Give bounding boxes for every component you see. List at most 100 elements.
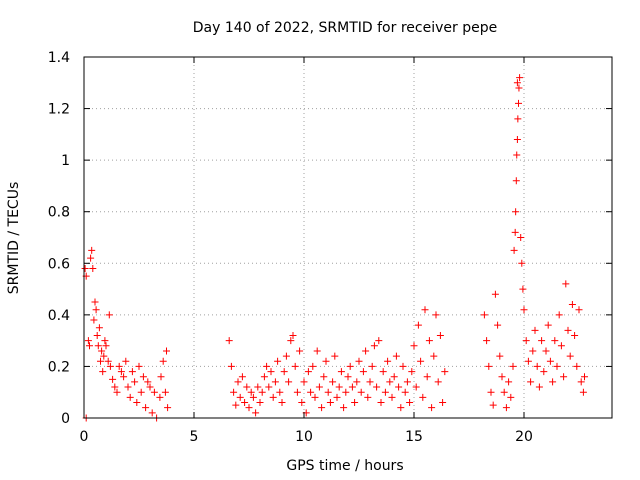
data-point xyxy=(406,399,414,407)
data-point xyxy=(401,388,409,396)
data-point xyxy=(542,347,550,355)
data-point xyxy=(496,352,504,360)
data-point xyxy=(148,409,156,417)
data-point xyxy=(507,393,515,401)
data-point xyxy=(480,311,488,319)
data-point xyxy=(245,404,253,412)
data-point xyxy=(544,321,552,329)
data-point xyxy=(322,357,330,365)
data-point xyxy=(515,84,523,92)
data-point xyxy=(335,383,343,391)
data-point xyxy=(421,306,429,314)
data-point xyxy=(87,254,95,262)
data-point xyxy=(419,393,427,401)
data-point xyxy=(520,306,528,314)
data-point xyxy=(135,362,143,370)
data-point xyxy=(117,368,125,376)
x-tick-label: 0 xyxy=(80,429,89,445)
x-tick-label: 15 xyxy=(405,429,423,445)
data-point xyxy=(515,99,522,107)
data-point xyxy=(432,311,440,319)
data-point xyxy=(291,362,299,370)
data-point xyxy=(439,399,447,407)
data-point xyxy=(571,331,579,339)
data-point xyxy=(494,321,502,329)
data-point xyxy=(553,362,561,370)
data-point xyxy=(346,362,354,370)
data-point xyxy=(164,404,172,412)
data-point xyxy=(227,362,235,370)
data-point xyxy=(271,378,279,386)
data-point xyxy=(395,383,403,391)
data-point xyxy=(557,342,565,350)
data-point xyxy=(581,373,588,381)
data-point xyxy=(408,368,416,376)
data-point xyxy=(353,378,361,386)
data-point xyxy=(512,177,520,185)
data-point xyxy=(111,383,119,391)
data-point xyxy=(254,383,262,391)
data-point xyxy=(81,264,89,272)
data-point xyxy=(344,373,352,381)
y-tick-label: 1 xyxy=(61,153,70,169)
data-point xyxy=(276,388,284,396)
data-point xyxy=(156,393,164,401)
data-point xyxy=(133,399,141,407)
data-point xyxy=(540,368,548,376)
data-point xyxy=(568,301,576,309)
data-point xyxy=(115,362,123,370)
data-point xyxy=(348,383,356,391)
data-point xyxy=(289,331,297,339)
data-point xyxy=(265,383,273,391)
data-point xyxy=(120,373,128,381)
data-point xyxy=(566,352,574,360)
data-point xyxy=(287,337,295,345)
data-point xyxy=(278,399,286,407)
x-tick-label: 20 xyxy=(515,429,533,445)
data-point xyxy=(575,306,583,314)
y-tick-label: 0.6 xyxy=(48,256,70,272)
data-point xyxy=(150,388,158,396)
data-points xyxy=(81,74,588,422)
data-point xyxy=(522,337,530,345)
plot-frame xyxy=(83,56,613,419)
y-tick-label: 1.4 xyxy=(48,50,70,66)
data-point xyxy=(128,368,136,376)
data-point xyxy=(412,383,420,391)
data-point xyxy=(366,378,374,386)
data-point xyxy=(355,357,363,365)
data-point xyxy=(390,373,398,381)
data-point xyxy=(236,393,244,401)
data-point xyxy=(249,393,257,401)
data-point xyxy=(238,373,246,381)
data-point xyxy=(320,373,328,381)
data-point xyxy=(414,321,422,329)
data-point xyxy=(364,393,372,401)
data-point xyxy=(511,228,519,236)
data-point xyxy=(564,326,572,334)
data-point xyxy=(373,383,381,391)
data-point xyxy=(505,378,513,386)
chart-title: Day 140 of 2022, SRMTID for receiver pep… xyxy=(193,20,497,36)
data-point xyxy=(397,404,405,412)
data-point xyxy=(260,373,268,381)
data-point xyxy=(579,388,587,396)
y-tick-label: 0 xyxy=(61,411,70,427)
data-point xyxy=(487,388,495,396)
data-point xyxy=(90,316,98,324)
data-point xyxy=(101,337,109,345)
data-point xyxy=(144,378,152,386)
data-point xyxy=(293,388,301,396)
grid xyxy=(83,56,612,419)
data-point xyxy=(512,208,520,216)
data-point xyxy=(485,362,493,370)
data-point xyxy=(131,378,139,386)
data-point xyxy=(126,393,134,401)
data-point xyxy=(109,375,117,383)
data-point xyxy=(98,347,106,355)
data-point xyxy=(491,290,499,298)
data-point xyxy=(533,362,541,370)
data-point xyxy=(368,362,376,370)
data-point xyxy=(399,362,407,370)
